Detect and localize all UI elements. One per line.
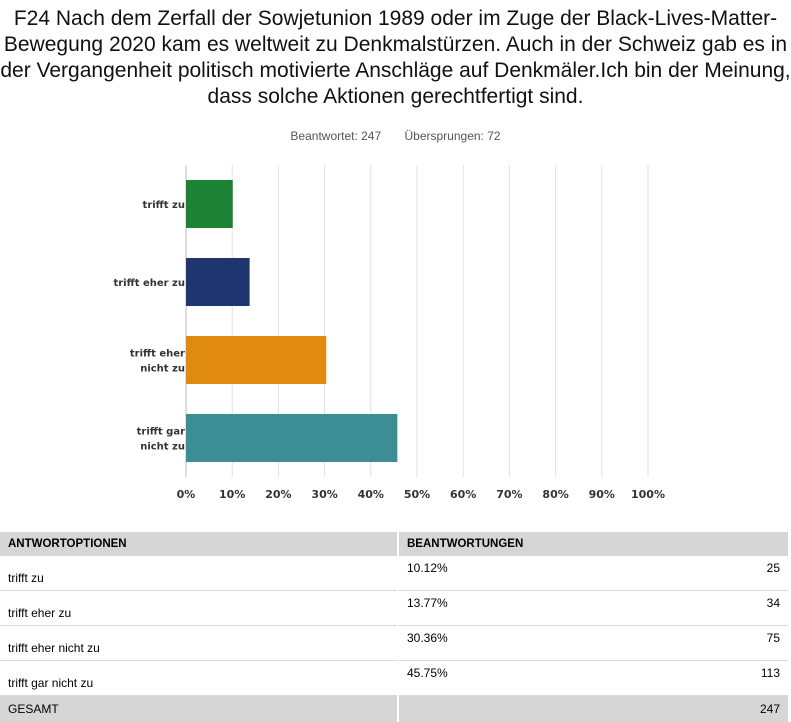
bar xyxy=(186,336,326,384)
x-tick-label: 90% xyxy=(589,488,615,501)
total-label: GESAMT xyxy=(0,696,398,722)
table-header-row: ANTWORTOPTIONEN BEANTWORTUNGEN xyxy=(0,532,788,556)
row-percent: 45.75% xyxy=(398,661,555,696)
skipped-count: Übersprungen: 72 xyxy=(405,129,501,143)
x-tick-label: 70% xyxy=(496,488,522,501)
row-percent: 13.77% xyxy=(398,591,555,626)
row-count: 34 xyxy=(555,591,788,626)
total-percent xyxy=(398,696,555,722)
row-option: trifft gar nicht zu xyxy=(0,661,398,696)
table-row: trifft eher zu 13.77% 34 xyxy=(0,591,788,626)
row-option: trifft zu xyxy=(0,556,398,591)
total-row: GESAMT 247 xyxy=(0,696,788,722)
row-count: 113 xyxy=(555,661,788,696)
x-tick-label: 20% xyxy=(265,488,291,501)
row-option: trifft eher zu xyxy=(0,591,398,626)
results-table: ANTWORTOPTIONEN BEANTWORTUNGEN trifft zu… xyxy=(0,532,788,722)
x-tick-label: 30% xyxy=(311,488,337,501)
row-count: 25 xyxy=(555,556,788,591)
header-options: ANTWORTOPTIONEN xyxy=(0,532,398,556)
answered-count: Beantwortet: 247 xyxy=(290,129,381,143)
bar xyxy=(186,258,250,306)
x-tick-label: 80% xyxy=(542,488,568,501)
row-count: 75 xyxy=(555,626,788,661)
x-tick-label: 40% xyxy=(358,488,384,501)
x-tick-labels: 0% 10% 20% 30% 40% 50% 60% 70% 80% 90% 100% xyxy=(177,488,665,501)
x-tick-label: 100% xyxy=(631,488,665,501)
row-percent: 30.36% xyxy=(398,626,555,661)
table-row: trifft zu 10.12% 25 xyxy=(0,556,788,591)
category-label: trifft eher zu xyxy=(113,278,185,289)
x-tick-label: 0% xyxy=(177,488,196,501)
header-responses: BEANTWORTUNGEN xyxy=(398,532,788,556)
row-percent: 10.12% xyxy=(398,556,555,591)
x-tick-label: 50% xyxy=(404,488,430,501)
bar xyxy=(186,180,233,228)
total-count: 247 xyxy=(555,696,788,722)
chart-bars xyxy=(186,180,397,462)
x-tick-label: 10% xyxy=(219,488,245,501)
table-row: trifft eher nicht zu 30.36% 75 xyxy=(0,626,788,661)
row-option: trifft eher nicht zu xyxy=(0,626,398,661)
response-stats: Beantwortet: 247 Übersprungen: 72 xyxy=(0,129,791,143)
category-label: trifft zu xyxy=(143,200,185,211)
bar xyxy=(186,414,397,462)
x-tick-label: 60% xyxy=(450,488,476,501)
question-title: F24 Nach dem Zerfall der Sowjetunion 198… xyxy=(0,6,791,110)
table-row: trifft gar nicht zu 45.75% 113 xyxy=(0,661,788,696)
